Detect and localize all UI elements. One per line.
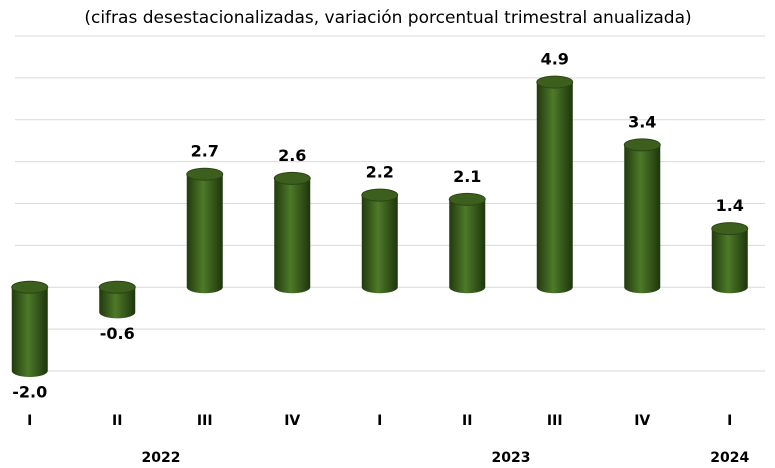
value-label: -0.6: [100, 324, 135, 343]
bar: [361, 195, 398, 294]
value-label: 4.9: [541, 50, 569, 69]
value-label: 2.2: [366, 163, 394, 182]
x-tick-label: I: [377, 413, 382, 429]
bar-cap: [186, 167, 224, 181]
x-tick-label: I: [27, 413, 32, 429]
x-tick-label: II: [462, 413, 472, 429]
bar-cap: [623, 138, 661, 152]
x-tick-label: III: [197, 413, 213, 429]
bar: [274, 178, 311, 294]
bar-cap: [536, 75, 574, 89]
bar-cap: [448, 192, 486, 206]
bar: [711, 228, 748, 294]
year-label: 2024: [710, 450, 749, 466]
bar-cap: [98, 280, 136, 294]
value-label: 2.1: [453, 167, 481, 186]
bar-cap: [361, 188, 399, 202]
x-tick-label: III: [547, 413, 563, 429]
bar: [624, 144, 661, 294]
bar: [536, 82, 573, 294]
value-label: 3.4: [628, 112, 656, 131]
bar: [11, 287, 48, 377]
bar: [186, 174, 223, 294]
x-tick-label: IV: [634, 413, 650, 429]
x-tick-label: II: [112, 413, 122, 429]
bar-cap: [11, 280, 49, 294]
value-label: 1.4: [716, 196, 744, 215]
value-label: -2.0: [12, 383, 47, 402]
year-label: 2022: [142, 450, 181, 466]
x-tick-label: I: [727, 413, 732, 429]
chart-title: (cifras desestacionalizadas, variación p…: [84, 8, 691, 28]
value-label: 2.7: [191, 142, 219, 161]
value-label: 2.6: [278, 146, 306, 165]
bar-cap: [711, 222, 749, 236]
year-label: 2023: [492, 450, 531, 466]
x-tick-label: IV: [284, 413, 300, 429]
bar: [99, 287, 136, 319]
bar: [449, 199, 486, 294]
bar-cap: [273, 171, 311, 185]
